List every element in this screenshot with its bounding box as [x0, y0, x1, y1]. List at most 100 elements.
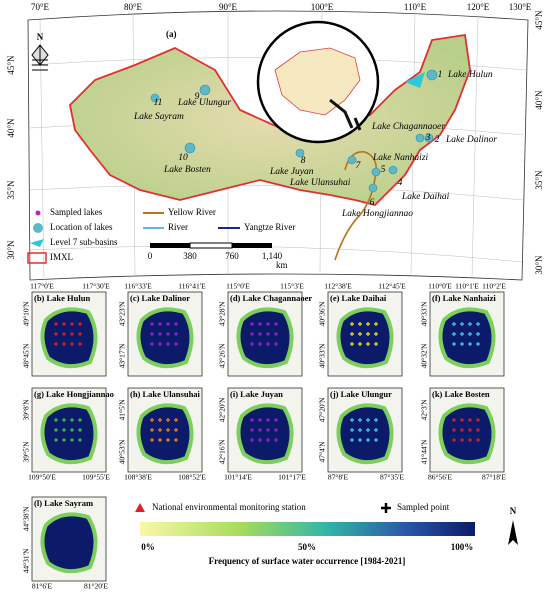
sample-cross	[358, 428, 362, 432]
sample-cross	[62, 438, 66, 442]
sample-cross	[158, 322, 162, 326]
sample-cross	[150, 322, 154, 326]
sample-cross	[366, 342, 370, 346]
legend-label: IMXL	[50, 252, 73, 262]
sample-cross	[374, 332, 378, 336]
sample-cross	[266, 418, 270, 422]
scale-label: 0	[148, 251, 153, 261]
sample-cross	[374, 428, 378, 432]
panel-x-label: 101°14'E	[224, 473, 252, 482]
sample-cross	[452, 428, 456, 432]
sample-cross	[350, 332, 354, 336]
sample-cross	[366, 322, 370, 326]
panel-x-label: 110°0'E	[428, 282, 452, 291]
panel-x-label: 110°1'E	[455, 282, 479, 291]
legend-label: Level 7 sub-basins	[50, 237, 118, 247]
sample-cross	[150, 418, 154, 422]
sample-cross	[150, 342, 154, 346]
sample-cross	[350, 322, 354, 326]
panel-x-label: 115°0'E	[226, 282, 250, 291]
panel-y-label: 43°17'N	[118, 343, 127, 368]
lake-name: Lake Juyan	[269, 167, 314, 177]
panel-y-label: 39°5'N	[22, 441, 31, 463]
sample-cross	[62, 342, 66, 346]
lat-label: 45°N	[534, 10, 544, 30]
sample-cross	[158, 428, 162, 432]
sample-cross	[70, 322, 74, 326]
sample-cross	[350, 438, 354, 442]
sample-cross	[476, 322, 480, 326]
sample-cross	[78, 332, 82, 336]
panel-x-label: 108°52'E	[178, 473, 206, 482]
sample-cross	[460, 322, 464, 326]
sample-cross	[374, 322, 378, 326]
panel-y-label: 43°23'N	[118, 301, 127, 326]
panel-y-label: 47°4'N	[318, 441, 327, 463]
panel-y-label: 41°44'N	[420, 439, 429, 464]
sample-cross	[158, 438, 162, 442]
sample-cross	[350, 418, 354, 422]
panel-y-label: 40°36'N	[318, 301, 327, 326]
panel-title: (c) Lake Dalinor	[130, 293, 190, 303]
sample-cross	[452, 322, 456, 326]
sample-cross	[174, 418, 178, 422]
panel-x-label: 110°2'E	[482, 282, 506, 291]
sample-cross	[274, 332, 278, 336]
sample-cross	[460, 332, 464, 336]
lake-number: 7	[356, 161, 362, 171]
colorbar-title: Frequency of surface water occurrence [1…	[209, 556, 406, 566]
sample-cross	[250, 428, 254, 432]
sample-cross	[62, 322, 66, 326]
panel-title: (e) Lake Daihai	[330, 293, 387, 303]
sample-cross	[158, 332, 162, 336]
sample-cross	[274, 418, 278, 422]
panel-title: (b) Lake Hulun	[34, 293, 90, 303]
sample-cross	[174, 342, 178, 346]
sample-cross	[166, 418, 170, 422]
panel-y-label: 42°20'N	[218, 397, 227, 422]
lake-name: Lake Ulungur	[177, 98, 231, 108]
sample-cross	[468, 428, 472, 432]
lon-label: 120°E	[467, 2, 490, 12]
panel-y-label: 41°5'N	[118, 399, 127, 421]
legend-label: Yellow River	[168, 207, 216, 217]
panel-y-label: 40°33'N	[420, 301, 429, 326]
panel-y-label: 44°38'N	[22, 506, 31, 531]
panel-x-label: 108°38'E	[124, 473, 152, 482]
lake-name: Lake Daihai	[401, 192, 450, 202]
panel-x-label: 86°56'E	[428, 473, 452, 482]
panel-y-label: 40°33'N	[318, 343, 327, 368]
panel-x-label: 87°18'E	[482, 473, 506, 482]
sample-cross	[374, 342, 378, 346]
legend-label: Sampled lakes	[50, 207, 103, 217]
scale-unit: km	[276, 260, 288, 270]
lake-water	[40, 512, 98, 574]
lake-water	[236, 307, 294, 369]
lake-number: 2	[435, 135, 440, 145]
panel-y-label: 47°20'N	[318, 397, 327, 422]
lake-name: Lake Bosten	[163, 165, 211, 175]
sample-cross	[54, 418, 58, 422]
lon-label: 70°E	[31, 2, 50, 12]
panel-y-label: 42°3'N	[420, 399, 429, 421]
sample-cross	[460, 342, 464, 346]
sample-cross	[150, 438, 154, 442]
lat-label: 40°N	[6, 118, 16, 138]
sample-cross	[358, 332, 362, 336]
panel-y-label: 48°45'N	[22, 343, 31, 368]
north-label: N	[510, 506, 517, 516]
sample-cross	[70, 332, 74, 336]
panel-x-label: 81°20'E	[84, 582, 108, 591]
sample-cross	[258, 322, 262, 326]
panel-x-label: 117°30'E	[82, 282, 110, 291]
lat-label: 40°N	[534, 90, 544, 110]
sample-cross	[468, 438, 472, 442]
sample-cross	[174, 322, 178, 326]
sample-cross	[70, 342, 74, 346]
lake-number: 3	[425, 133, 431, 143]
panel-x-label: 87°35'E	[380, 473, 404, 482]
north-label: N	[37, 32, 44, 42]
sample-cross	[258, 428, 262, 432]
panel-title: (g) Lake Hongjiannao	[34, 389, 114, 399]
sample-cross	[366, 438, 370, 442]
